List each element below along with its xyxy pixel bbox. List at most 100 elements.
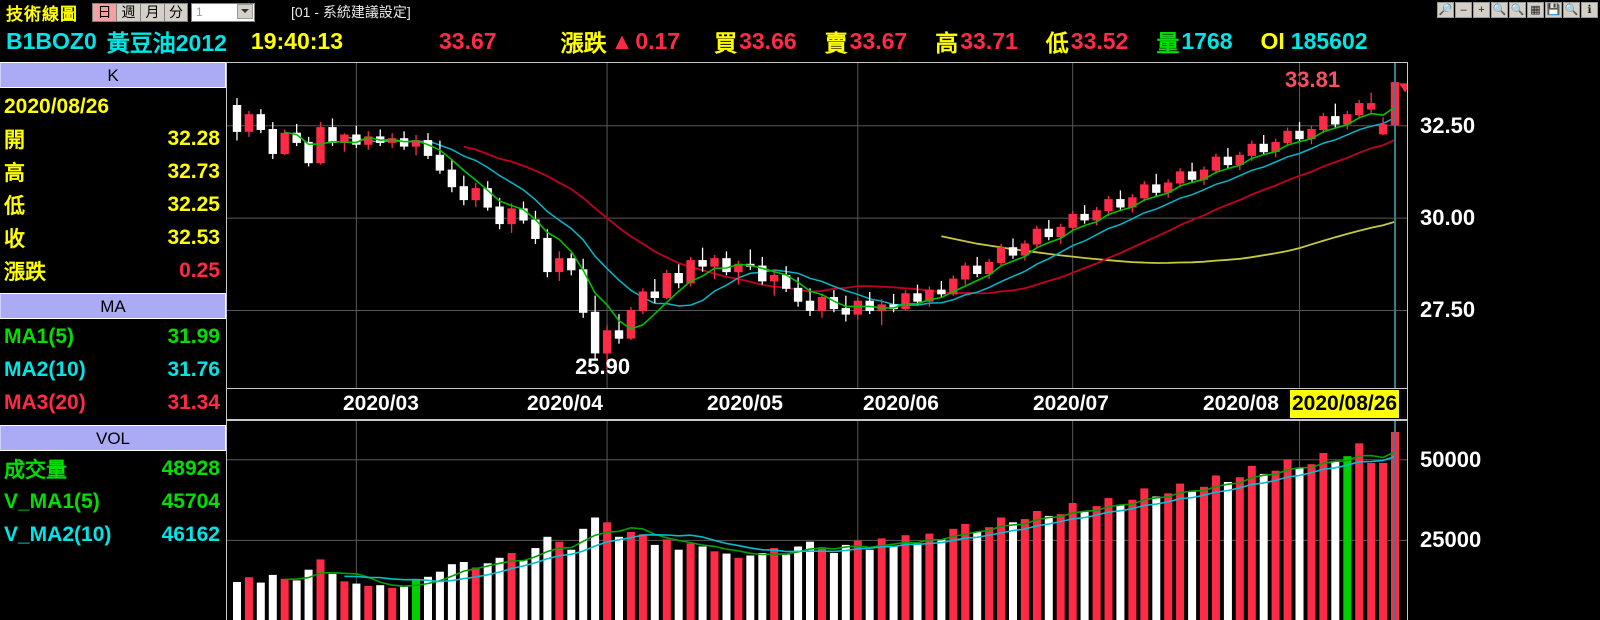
quote-change-label: 漲跌 bbox=[560, 30, 607, 56]
vol-label-total: 成交量 bbox=[4, 458, 67, 482]
quote-change-value: 0.17 bbox=[635, 27, 681, 54]
info-icon[interactable]: ℹ bbox=[1581, 2, 1598, 18]
ma-panel-body: MA1(5) 31.99 MA2(10) 31.76 MA3(20) 31.34 bbox=[0, 319, 226, 421]
quote-change-arrow: ▲ bbox=[610, 27, 634, 54]
vol-panel-header: VOL bbox=[0, 425, 226, 451]
date-axis-pane: 2020/03 2020/04 2020/05 2020/06 2020/07 … bbox=[226, 389, 1408, 420]
quote-volume-value: 1768 bbox=[1181, 27, 1233, 54]
ma-value-3: 31.34 bbox=[167, 390, 220, 414]
magnifier-plus-icon[interactable]: 🔍 bbox=[1509, 2, 1526, 18]
k-row-close: 收 32.53 bbox=[0, 221, 226, 254]
k-row-high: 高 32.73 bbox=[0, 155, 226, 188]
ma-value-2: 31.76 bbox=[167, 357, 220, 381]
date-tick-4: 2020/07 bbox=[1033, 392, 1109, 415]
vol-label-ma2: V_MA2(10) bbox=[4, 522, 112, 546]
vol-label-ma1: V_MA1(5) bbox=[4, 489, 100, 513]
ma-row-1: MA1(5) 31.99 bbox=[0, 320, 226, 353]
ma-label-2: MA2(10) bbox=[4, 357, 86, 381]
k-row-low: 低 32.25 bbox=[0, 188, 226, 221]
k-row-open: 開 32.28 bbox=[0, 122, 226, 155]
cursor-date-label: 2020/08/26 bbox=[1290, 390, 1400, 418]
data-sidebar: K 2020/08/26 開 32.28 高 32.73 低 32.25 收 3… bbox=[0, 62, 226, 620]
k-value-low: 32.25 bbox=[167, 192, 220, 216]
interval-dropdown[interactable]: 1 bbox=[191, 2, 255, 22]
quote-ask-label: 賣 bbox=[824, 30, 848, 56]
quote-bid-value: 33.66 bbox=[739, 27, 797, 54]
magnifier-minus-icon[interactable]: 🔍 bbox=[1491, 2, 1508, 18]
period-button-month[interactable]: 月 bbox=[140, 2, 164, 22]
date-tick-3: 2020/06 bbox=[863, 392, 939, 415]
app-title: 技術線圖 bbox=[6, 4, 78, 24]
date-tick-5: 2020/08 bbox=[1203, 392, 1279, 415]
k-panel-body: 2020/08/26 開 32.28 高 32.73 低 32.25 收 32.… bbox=[0, 88, 226, 289]
volume-chart-pane[interactable] bbox=[226, 420, 1408, 620]
vol-row-ma1: V_MA1(5) 45704 bbox=[0, 485, 226, 518]
k-label-close: 收 bbox=[4, 227, 25, 251]
period-selector[interactable]: 日 週 月 分 bbox=[92, 2, 188, 22]
volume-axis-tick-0: 50000 bbox=[1420, 446, 1482, 472]
period-button-minute[interactable]: 分 bbox=[164, 2, 188, 22]
vol-row-total: 成交量 48928 bbox=[0, 452, 226, 485]
interval-dropdown-value: 1 bbox=[196, 5, 203, 19]
ma-label-1: MA1(5) bbox=[4, 324, 75, 348]
quote-volume-label: 量 bbox=[1156, 30, 1180, 56]
volume-axis-tick-1: 25000 bbox=[1420, 527, 1482, 553]
price-chart-canvas[interactable] bbox=[227, 63, 1407, 388]
k-label-high: 高 bbox=[4, 161, 25, 185]
k-value-change: 0.25 bbox=[179, 258, 220, 282]
quote-ask-value: 33.67 bbox=[849, 27, 908, 54]
pointer-icon[interactable]: 🔎 bbox=[1437, 2, 1454, 18]
vol-panel-body: 成交量 48928 V_MA1(5) 45704 V_MA2(10) 46162 bbox=[0, 451, 226, 553]
volume-chart-canvas[interactable] bbox=[227, 421, 1407, 620]
low-price-annotation: 25.90 bbox=[575, 354, 631, 379]
period-button-week[interactable]: 週 bbox=[116, 2, 140, 22]
vol-value-total: 48928 bbox=[161, 456, 220, 480]
high-price-annotation: 33.81 bbox=[1285, 67, 1341, 92]
price-axis-tick-0: 32.50 bbox=[1420, 112, 1476, 138]
window-title: [01 - 系統建議設定] bbox=[291, 4, 411, 20]
k-label-change: 漲跌 bbox=[4, 260, 46, 284]
quote-name: 黃豆油2012 bbox=[106, 30, 227, 56]
search-icon[interactable]: 🔍 bbox=[1563, 2, 1580, 18]
date-tick-2: 2020/05 bbox=[707, 392, 783, 415]
quote-low-label: 低 bbox=[1045, 30, 1069, 56]
quote-high-label: 高 bbox=[935, 30, 959, 56]
period-button-day[interactable]: 日 bbox=[92, 2, 116, 22]
k-label-open: 開 bbox=[4, 128, 25, 152]
vol-value-ma2: 46162 bbox=[161, 522, 220, 546]
k-value-high: 32.73 bbox=[167, 159, 220, 183]
quote-high-value: 33.71 bbox=[960, 27, 1018, 54]
ma-value-1: 31.99 bbox=[167, 324, 220, 348]
title-bar: 技術線圖 日 週 月 分 1 [01 - 系統建議設定] 🔎 – + 🔍 🔍 ▦… bbox=[0, 0, 1600, 24]
ma-row-3: MA3(20) 31.34 bbox=[0, 386, 226, 419]
quote-last-price: 33.67 bbox=[439, 27, 497, 54]
price-axis-tick-2: 27.50 bbox=[1420, 297, 1476, 323]
quote-bid-label: 買 bbox=[714, 30, 738, 56]
vol-row-ma2: V_MA2(10) 46162 bbox=[0, 518, 226, 551]
date-tick-0: 2020/03 bbox=[343, 392, 419, 415]
quote-low-value: 33.52 bbox=[1070, 27, 1129, 54]
quote-oi-value: 185602 bbox=[1290, 27, 1368, 54]
quote-time: 19:40:13 bbox=[250, 27, 343, 54]
price-axis: 32.50 30.00 27.50 bbox=[1408, 62, 1600, 389]
save-icon[interactable]: 💾 bbox=[1545, 2, 1562, 18]
ma-row-2: MA2(10) 31.76 bbox=[0, 353, 226, 386]
quote-oi-label: OI bbox=[1260, 27, 1285, 54]
properties-icon[interactable]: ▦ bbox=[1527, 2, 1544, 18]
ma-label-3: MA3(20) bbox=[4, 390, 86, 414]
volume-axis: 50000 25000 bbox=[1408, 420, 1600, 620]
price-chart-pane[interactable]: 33.81 25.90 bbox=[226, 62, 1408, 389]
k-label-low: 低 bbox=[4, 194, 25, 218]
chevron-down-icon[interactable] bbox=[237, 3, 253, 19]
k-value-close: 32.53 bbox=[167, 225, 220, 249]
ma-panel-header: MA bbox=[0, 293, 226, 319]
k-panel-date: 2020/08/26 bbox=[4, 95, 110, 118]
zoom-in-icon[interactable]: + bbox=[1473, 2, 1490, 18]
k-panel-header: K bbox=[0, 62, 226, 88]
k-value-open: 32.28 bbox=[167, 126, 220, 150]
vol-value-ma1: 45704 bbox=[161, 489, 220, 513]
quote-bar: B1BOZ0 黃豆油2012 19:40:13 33.67 漲跌 ▲ 0.17 … bbox=[0, 24, 1600, 58]
zoom-out-icon[interactable]: – bbox=[1455, 2, 1472, 18]
price-axis-tick-1: 30.00 bbox=[1420, 205, 1476, 231]
